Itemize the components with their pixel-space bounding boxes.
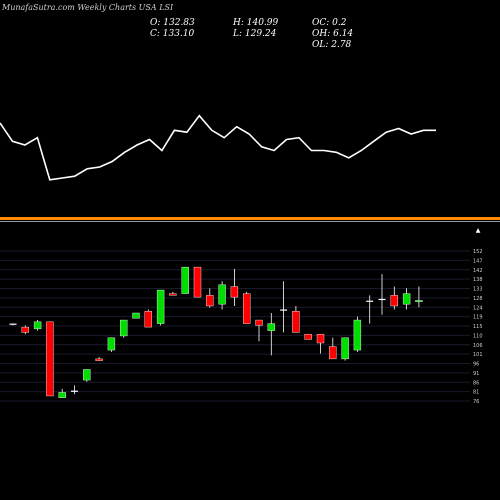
- line-chart: [0, 114, 436, 181]
- y-tick-label: 86: [473, 380, 479, 386]
- candle-body: [144, 311, 153, 328]
- candle-body: [132, 312, 140, 319]
- candle-grid: [0, 250, 470, 402]
- candle-body: [402, 293, 411, 305]
- candle-body: [242, 293, 251, 324]
- candle-body: [353, 319, 362, 351]
- candle-body: [169, 293, 177, 296]
- low-value: L: 129.24: [233, 29, 277, 39]
- y-tick-label: 76: [473, 399, 479, 405]
- y-tick-label: 133: [473, 287, 483, 293]
- y-tick-label: 106: [473, 343, 483, 349]
- candle-body: [46, 321, 54, 397]
- candle-body: [390, 295, 398, 307]
- y-tick-label: 142: [473, 268, 483, 274]
- open-value: O: 132.83: [150, 18, 195, 28]
- candle-body: [267, 323, 275, 331]
- candlestick-chart: [9, 266, 423, 398]
- candle-body: [378, 298, 386, 301]
- y-tick-label: 96: [473, 362, 479, 368]
- candle-body: [33, 321, 42, 330]
- candle-body: [230, 286, 239, 298]
- candle-body: [280, 309, 288, 311]
- candle-body: [95, 358, 103, 361]
- y-tick-label: 101: [473, 352, 483, 358]
- candle-body: [366, 300, 374, 302]
- candle-body: [181, 266, 189, 294]
- candle-body: [83, 369, 91, 381]
- candle-body: [193, 266, 202, 298]
- candle-body: [329, 346, 337, 360]
- oc-value: OC: 0.2: [312, 18, 347, 28]
- y-tick-label: 128: [473, 296, 483, 302]
- candle-body: [156, 289, 165, 324]
- candle-body: [341, 337, 349, 360]
- y-tick-label: 138: [473, 277, 483, 283]
- candle-body: [415, 300, 423, 302]
- y-tick-label: 119: [473, 315, 483, 321]
- candle-body: [21, 326, 29, 333]
- candle-body: [119, 319, 128, 337]
- y-tick-label: 124: [473, 305, 483, 311]
- candle-body: [316, 333, 325, 344]
- y-axis-ticks: 76 81 86 91 96 101 106 110 115 119 124 128 133 138 142…: [473, 249, 483, 405]
- ol-value: OL: 2.78: [312, 40, 352, 50]
- y-tick-label: 110: [473, 333, 483, 339]
- candle-body: [58, 392, 66, 398]
- panel-separator-thin: [0, 221, 500, 222]
- y-tick-label: 91: [473, 371, 479, 377]
- y-tick-label: 152: [473, 249, 483, 255]
- y-tick-label: 147: [473, 258, 483, 264]
- candle-body: [304, 333, 312, 340]
- y-tick-label: 81: [473, 390, 479, 396]
- high-value: H: 140.99: [233, 18, 279, 28]
- line-series: [0, 114, 436, 181]
- watermark-site: MunafaSutra.com: [2, 3, 75, 12]
- close-value: C: 133.10: [150, 29, 195, 39]
- candle-body: [292, 311, 300, 333]
- candle-body: [218, 284, 226, 305]
- last-price-marker: ▲: [476, 227, 481, 234]
- y-tick-label: 115: [473, 324, 483, 330]
- chart-title: Weekly Charts USA LSI: [77, 3, 174, 12]
- candle-body: [9, 323, 17, 325]
- candle-body: [71, 390, 78, 392]
- panel-separator: [0, 217, 500, 220]
- candle-body: [255, 319, 263, 326]
- chart-watermark: MunafaSutra.com Weekly Charts USA LSI: [2, 3, 173, 12]
- candle-body: [107, 337, 116, 351]
- candle-body: [206, 295, 214, 307]
- oh-value: OH: 6.14: [312, 29, 354, 39]
